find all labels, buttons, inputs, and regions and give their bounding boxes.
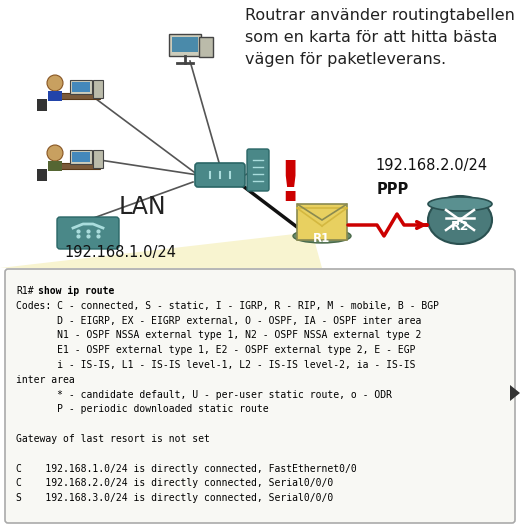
Text: C    192.168.1.0/24 is directly connected, FastEthernet0/0: C 192.168.1.0/24 is directly connected, … [16,463,357,473]
Bar [70,80,92,94]
Ellipse shape [428,196,492,244]
Text: E1 - OSPF external type 1, E2 - OSPF external type 2, E - EGP: E1 - OSPF external type 1, E2 - OSPF ext… [16,345,415,355]
Text: inter area: inter area [16,375,75,385]
Text: Codes: C - connected, S - static, I - IGRP, R - RIP, M - mobile, B - BGP: Codes: C - connected, S - static, I - IG… [16,301,439,311]
Bar [50,163,100,169]
Bar [72,152,90,162]
Bar [93,150,103,168]
Bar [93,80,103,98]
Ellipse shape [293,229,351,243]
Polygon shape [0,232,322,268]
Bar [172,37,198,52]
Circle shape [47,75,63,91]
Circle shape [47,145,63,161]
Bar [37,99,47,111]
Text: P - periodic downloaded static route: P - periodic downloaded static route [16,404,269,414]
Bar [72,82,90,92]
Text: C    192.168.2.0/24 is directly connected, Serial0/0/0: C 192.168.2.0/24 is directly connected, … [16,479,333,489]
Text: R1: R1 [314,231,331,245]
Bar [70,150,92,164]
Text: 192.168.1.0/24: 192.168.1.0/24 [64,245,176,260]
FancyBboxPatch shape [247,149,269,191]
Bar [297,204,347,240]
Bar [37,169,47,181]
FancyBboxPatch shape [5,269,515,523]
Bar [169,34,201,56]
Text: show ip route: show ip route [38,286,114,296]
Text: Gateway of last resort is not set: Gateway of last resort is not set [16,434,210,444]
Text: * - candidate default, U - per-user static route, o - ODR: * - candidate default, U - per-user stat… [16,390,392,400]
Text: N1 - OSPF NSSA external type 1, N2 - OSPF NSSA external type 2: N1 - OSPF NSSA external type 1, N2 - OSP… [16,330,421,340]
FancyBboxPatch shape [195,163,245,187]
Text: D - EIGRP, EX - EIGRP external, O - OSPF, IA - OSPF inter area: D - EIGRP, EX - EIGRP external, O - OSPF… [16,316,421,326]
Text: S    192.168.3.0/24 is directly connected, Serial0/0/0: S 192.168.3.0/24 is directly connected, … [16,493,333,503]
Text: Routrar använder routingtabellen
som en karta för att hitta bästa
vägen för pake: Routrar använder routingtabellen som en … [245,8,515,67]
Text: R1#: R1# [16,286,34,296]
Text: LAN: LAN [118,195,166,219]
FancyBboxPatch shape [57,217,119,249]
Ellipse shape [428,197,492,211]
Bar [199,37,213,57]
Text: R2: R2 [451,219,469,232]
Bar [50,93,100,99]
Text: !: ! [277,158,303,212]
Bar [48,91,62,101]
Text: 192.168.2.0/24: 192.168.2.0/24 [375,158,487,173]
Bar [48,161,62,171]
Bar [0,0,520,268]
Polygon shape [510,385,520,401]
Text: i - IS-IS, L1 - IS-IS level-1, L2 - IS-IS level-2, ia - IS-IS: i - IS-IS, L1 - IS-IS level-1, L2 - IS-I… [16,360,415,370]
Text: PPP: PPP [377,182,409,197]
